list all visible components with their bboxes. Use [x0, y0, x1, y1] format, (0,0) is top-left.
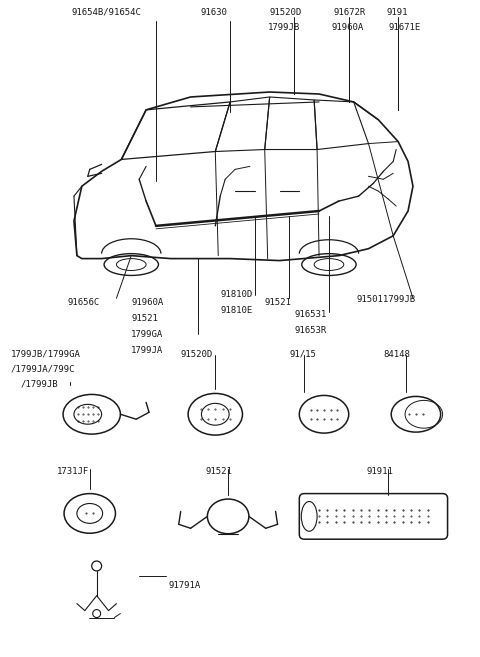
Text: 91/15: 91/15: [289, 350, 316, 359]
Text: 91654B/91654C: 91654B/91654C: [72, 8, 142, 16]
Text: 91671E: 91671E: [388, 22, 420, 32]
Text: 91630: 91630: [201, 8, 228, 16]
Text: 91911: 91911: [367, 467, 394, 476]
Text: 91653R: 91653R: [294, 326, 326, 335]
Text: 1731JF: 1731JF: [57, 467, 89, 476]
Text: 91656C: 91656C: [67, 298, 99, 307]
Text: 84148: 84148: [384, 350, 410, 359]
Text: 1799JB: 1799JB: [268, 22, 300, 32]
Text: 9191: 9191: [386, 8, 408, 16]
Text: 1799JB/1799GA: 1799JB/1799GA: [11, 350, 81, 359]
Text: /1799JA/799C: /1799JA/799C: [11, 365, 75, 374]
Text: 91520D: 91520D: [270, 8, 302, 16]
Text: 91521: 91521: [131, 314, 158, 323]
Text: /1799JB: /1799JB: [21, 380, 58, 388]
Text: 1799JA: 1799JA: [131, 346, 164, 355]
Text: 916531: 916531: [294, 310, 326, 319]
Text: 91810E: 91810E: [220, 306, 252, 315]
Text: 91520D: 91520D: [180, 350, 213, 359]
Text: 91810D: 91810D: [220, 290, 252, 300]
Text: 91960A: 91960A: [131, 298, 164, 307]
Text: 91521: 91521: [264, 298, 291, 307]
Text: 915011799JB: 915011799JB: [357, 295, 416, 304]
Text: 91521: 91521: [205, 467, 232, 476]
Text: 91672R: 91672R: [334, 8, 366, 16]
Text: 91791A: 91791A: [169, 581, 201, 590]
Text: 91960A: 91960A: [332, 22, 364, 32]
Text: 1799GA: 1799GA: [131, 330, 164, 339]
